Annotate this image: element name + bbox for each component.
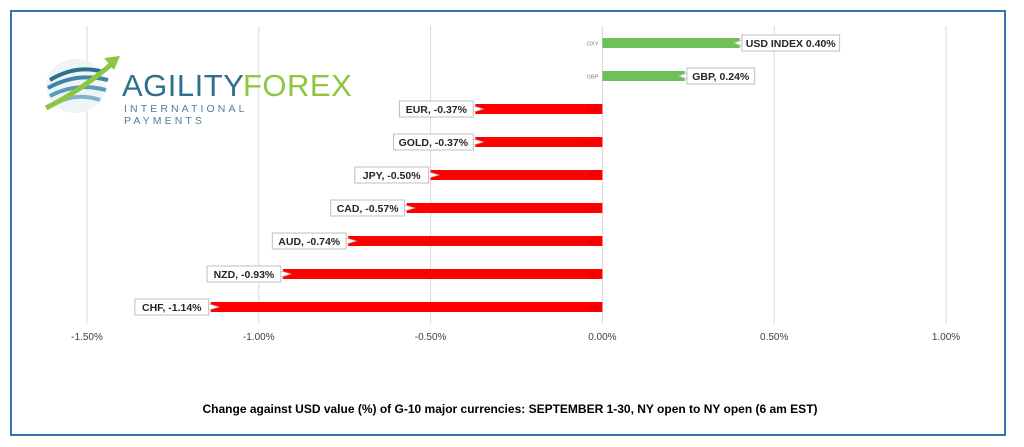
category-label: JPY [588, 174, 598, 180]
logo-subtitle: INTERNATIONAL PAYMENTS [124, 103, 248, 127]
data-label-pointer [280, 270, 293, 278]
data-label-pointer [472, 138, 485, 146]
bar-cad [406, 203, 603, 213]
category-label: AUD [587, 240, 599, 246]
data-label-pointer [208, 303, 221, 311]
x-tick-label: 0.50% [760, 332, 788, 343]
chart-frame: -1.50% -1.00% -0.50% 0.00% 0.50% 1.00% DXY USD … [10, 10, 1006, 436]
x-tick-label: -1.00% [243, 332, 275, 343]
logo-word-forex: FOREX [243, 68, 353, 103]
chart-caption: Change against USD value (%) of G-10 maj… [202, 402, 818, 416]
data-label-pointer [472, 105, 485, 113]
category-label: GOLD [583, 141, 599, 147]
data-label-pointer [404, 204, 416, 212]
bar-chart: -1.50% -1.00% -0.50% 0.00% 0.50% 1.00% DXY USD … [71, 26, 960, 343]
bar-eur [475, 104, 603, 114]
category-label: NZD [587, 273, 598, 279]
data-label: NZD, -0.93% [214, 269, 275, 281]
data-label: CAD, -0.57% [337, 203, 400, 215]
logo-word-agility: AGILITY [122, 68, 245, 103]
data-label-pointer [732, 39, 743, 47]
category-label: GBP [587, 75, 599, 81]
bar-dxy [602, 38, 740, 48]
x-tick-label: 0.00% [588, 332, 616, 343]
data-label-pointer [677, 72, 688, 80]
data-label: EUR, -0.37% [406, 104, 468, 116]
agility-forex-logo: AGILITY FOREX INTERNATIONAL PAYMENTS [42, 50, 352, 127]
data-label: GBP, 0.24% [692, 71, 750, 83]
x-tick-label: -0.50% [415, 332, 447, 343]
data-label: USD INDEX 0.40% [746, 38, 837, 50]
data-label: JPY, -0.50% [363, 170, 421, 182]
category-label: EUR [587, 108, 599, 114]
bar-gold [475, 137, 603, 147]
globe-swoosh-icon [44, 56, 120, 113]
bar-chf [210, 302, 603, 312]
x-tick-label: -1.50% [71, 332, 103, 343]
bar-jpy [430, 170, 603, 180]
bar-gbp [602, 71, 685, 81]
bar-nzd [282, 269, 603, 279]
data-label: AUD, -0.74% [278, 236, 341, 248]
data-label-pointer [345, 237, 358, 245]
category-label: CHF [587, 306, 599, 312]
category-label: DXY [587, 42, 599, 48]
data-label: CHF, -1.14% [142, 302, 202, 314]
data-label-pointer [428, 171, 440, 179]
category-label: CAD [587, 207, 599, 213]
data-label: GOLD, -0.37% [399, 137, 469, 149]
x-tick-label: 1.00% [932, 332, 960, 343]
bar-aud [348, 236, 603, 246]
